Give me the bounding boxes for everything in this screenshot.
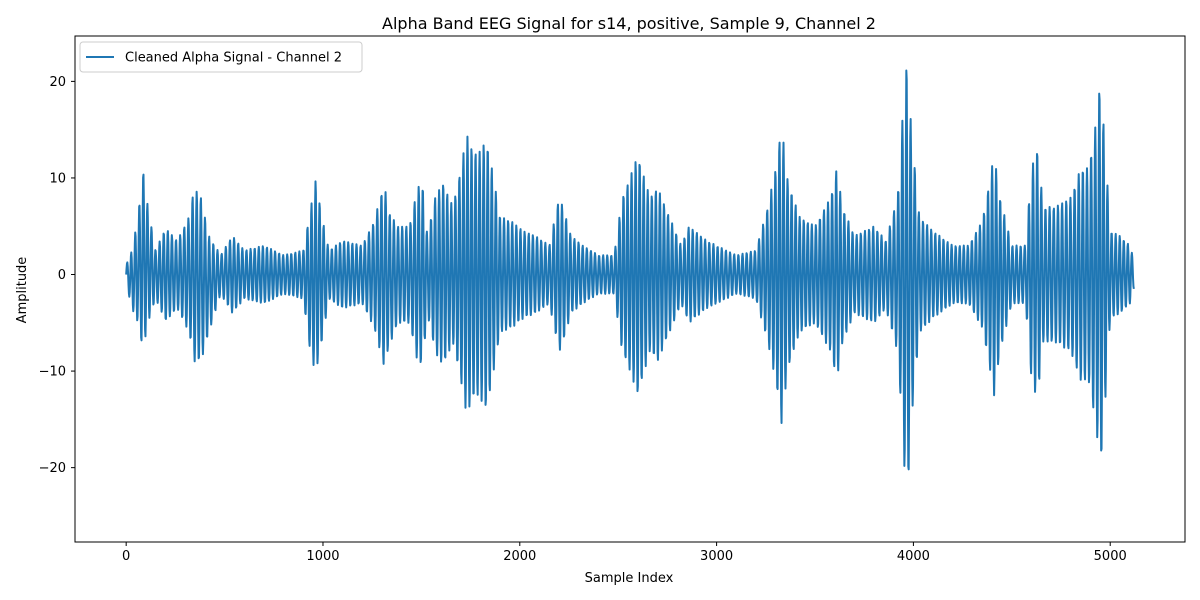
y-tick-label: −10 <box>39 365 66 380</box>
y-axis-label: Amplitude <box>15 257 30 324</box>
chart-title: Alpha Band EEG Signal for s14, positive,… <box>382 14 876 33</box>
y-tick-label: 0 <box>58 268 66 283</box>
x-tick-label: 4000 <box>897 549 930 564</box>
y-tick-label: 10 <box>49 171 66 186</box>
plot-frame <box>74 35 1186 543</box>
x-tick-label: 3000 <box>700 549 733 564</box>
legend: Cleaned Alpha Signal - Channel 2 <box>79 41 363 73</box>
y-tick-label: −20 <box>39 461 66 476</box>
signal-series-line <box>125 69 1135 471</box>
x-tick-label: 2000 <box>503 549 536 564</box>
x-axis-label: Sample Index <box>585 571 674 586</box>
plot-area <box>125 69 1135 471</box>
y-axis-ticks: −20 −10 0 10 20 <box>39 75 75 476</box>
x-tick-label: 1000 <box>306 549 339 564</box>
x-axis-ticks: 0 1000 2000 3000 4000 5000 <box>122 542 1127 564</box>
x-tick-label: 0 <box>122 549 130 564</box>
x-tick-label: 5000 <box>1094 549 1127 564</box>
legend-box <box>79 41 363 73</box>
legend-label: Cleaned Alpha Signal - Channel 2 <box>125 51 342 66</box>
y-tick-label: 20 <box>49 75 66 90</box>
